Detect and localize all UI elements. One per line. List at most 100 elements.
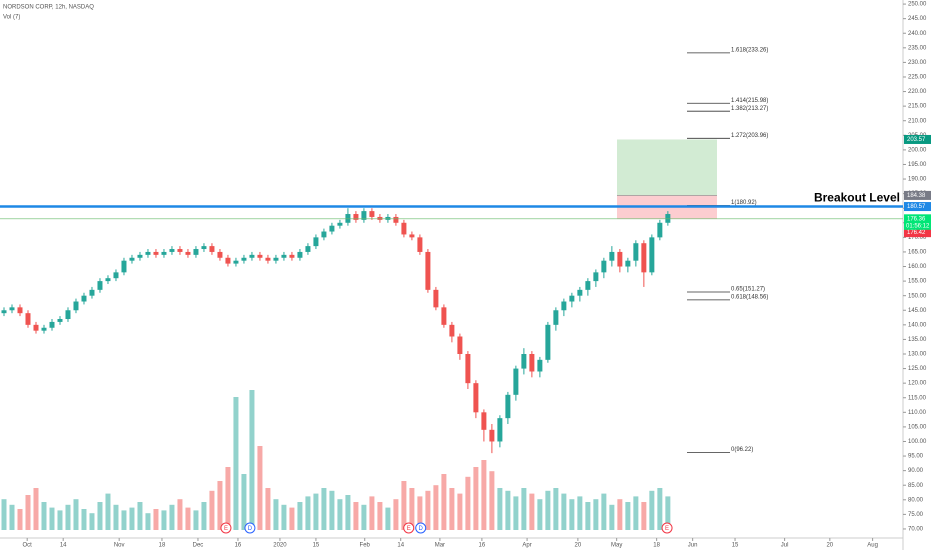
candle-body [657, 222, 663, 238]
volume-bar [89, 513, 95, 530]
volume-bar [465, 476, 471, 530]
event-marker [415, 522, 427, 534]
candle-body [409, 234, 415, 238]
candle-body [273, 257, 279, 261]
price-tag [904, 134, 931, 144]
candle-body [545, 324, 551, 360]
x-tick-label: Mar [435, 543, 445, 549]
candle-body [137, 254, 143, 258]
candle-body [481, 412, 487, 430]
volume-bar [409, 488, 415, 530]
volume-bar [137, 502, 143, 530]
candle-body [41, 327, 47, 331]
y-tick-label: 200.00 [908, 147, 927, 153]
volume-bar [105, 493, 111, 530]
y-tick-label: 105.00 [908, 424, 927, 430]
volume-bar [641, 502, 647, 530]
volume-bar [601, 493, 607, 530]
volume-bar [433, 485, 439, 530]
candle-body [1, 310, 7, 314]
volume-bar [625, 502, 631, 530]
candle-body [193, 249, 199, 255]
volume-bar [289, 507, 295, 530]
candle-body [585, 281, 591, 290]
volume-bar [537, 499, 543, 530]
candle-body [377, 216, 383, 220]
fib-label: 1(180.92) [731, 200, 757, 206]
volume-bar [489, 471, 495, 530]
candle-body [145, 251, 151, 255]
position-target-zone [617, 139, 717, 196]
candle-body [257, 254, 263, 258]
x-tick-label: Apr [522, 543, 531, 549]
candle-body [321, 231, 327, 238]
candle-body [625, 260, 631, 267]
y-tick-label: 140.00 [908, 322, 927, 328]
candle-body [449, 324, 455, 337]
candle-body [89, 289, 95, 296]
candle-body [17, 307, 23, 314]
candle-body [161, 251, 167, 255]
volume-bar [401, 481, 407, 530]
candle-body [97, 281, 103, 290]
volume-bar [521, 488, 527, 530]
x-tick-label: 20 [575, 543, 582, 549]
volume-bar [633, 496, 639, 530]
volume-bar [321, 488, 327, 530]
volume-bar [417, 496, 423, 530]
candle-body [497, 418, 503, 442]
price-tag-label: 176.42 [907, 230, 926, 236]
volume-bar [153, 509, 159, 530]
y-tick-label: 110.00 [908, 410, 927, 416]
price-tag-label: 180.57 [907, 204, 926, 210]
candle-body [665, 214, 671, 223]
price-tag [904, 228, 931, 238]
fib-label: 1.382(213.27) [731, 106, 768, 112]
volume-bar [665, 496, 671, 530]
x-tick-label: 18 [159, 543, 166, 549]
volume-bar [241, 474, 247, 530]
chart-title: NORDSON CORP, 12h, NASDAQ [3, 5, 94, 11]
event-label: E [407, 526, 411, 532]
x-tick-label: Dec [193, 543, 204, 549]
volume-bar [617, 499, 623, 530]
volume-label: Vol (7) [3, 15, 20, 21]
fib-label: 0.65(151.27) [731, 287, 765, 293]
candle-body [553, 310, 559, 325]
candle-body [49, 321, 55, 328]
y-tick-label: 230.00 [908, 60, 927, 66]
volume-bar [513, 496, 519, 530]
volume-bar [177, 499, 183, 530]
price-tag-label: 184.38 [907, 193, 926, 199]
fib-label: 1.272(203.96) [731, 133, 768, 139]
volume-bar [33, 488, 39, 530]
volume-bar [169, 504, 175, 530]
candle-body [601, 260, 607, 273]
candle-body [305, 246, 311, 252]
volume-bar [585, 502, 591, 530]
volume-bar [201, 502, 207, 530]
candle-body [105, 278, 111, 282]
volume-bar [49, 507, 55, 530]
y-tick-label: 100.00 [908, 439, 927, 445]
volume-bar [473, 467, 479, 530]
volume-bar [161, 510, 167, 530]
candle-body [561, 301, 567, 311]
y-tick-label: 220.00 [908, 89, 927, 95]
volume-bar [593, 499, 599, 530]
volume-bar [353, 502, 359, 530]
candle-body [425, 251, 431, 290]
volume-bar [393, 499, 399, 530]
y-tick-label: 125.00 [908, 366, 927, 372]
volume-bar [561, 493, 567, 530]
volume-bar [121, 510, 127, 530]
candle-body [177, 249, 183, 252]
candle-body [9, 307, 15, 311]
x-tick-label: Aug [867, 543, 878, 549]
candle-body [57, 319, 63, 322]
volume-bar [441, 474, 447, 530]
candle-body [329, 225, 335, 232]
volume-bar [457, 493, 463, 530]
y-tick-label: 80.00 [908, 497, 924, 503]
